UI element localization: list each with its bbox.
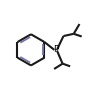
- Text: P: P: [53, 45, 59, 54]
